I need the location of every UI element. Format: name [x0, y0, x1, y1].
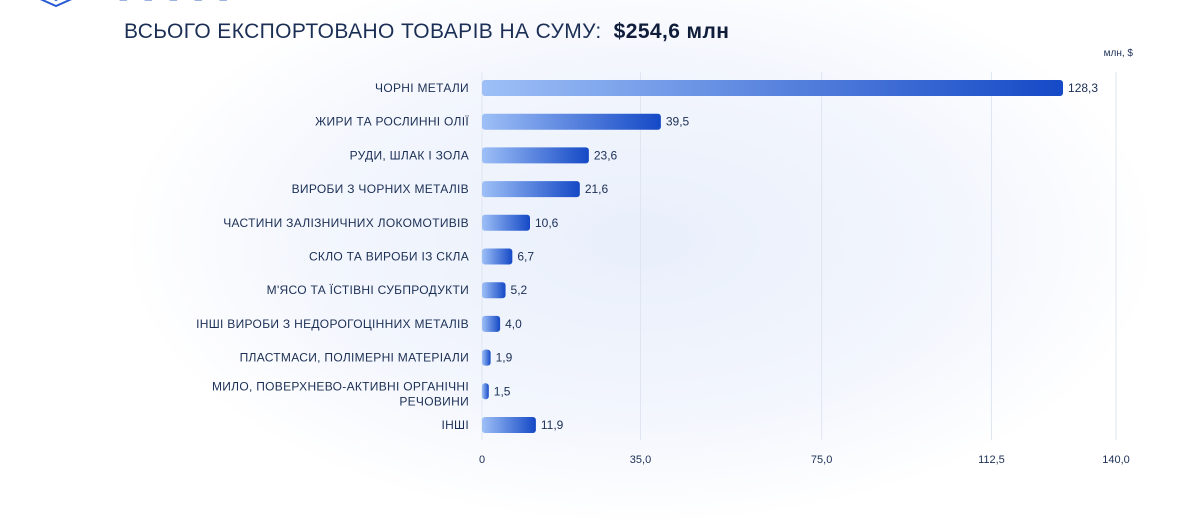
value-label: 6,7 — [517, 250, 534, 264]
bar — [482, 214, 531, 231]
category-label: СКЛО ТА ВИРОБИ ІЗ СКЛА — [309, 250, 469, 264]
x-tick-label: 75,0 — [811, 454, 832, 466]
bar-chart: ЧОРНІ МЕТАЛИ ЖИРИ ТА РОСЛИННІ ОЛІЇ РУДИ, Ш… — [196, 72, 1130, 466]
value-label: 39,5 — [666, 115, 690, 129]
export-total-header: ВСЬОГО ЕКСПОРТОВАНО ТОВАРІВ НА СУМУ: $254… — [124, 20, 729, 44]
grid-lines — [481, 72, 1117, 440]
bar — [482, 315, 501, 332]
category-labels: ЧОРНІ МЕТАЛИ ЖИРИ ТА РОСЛИННІ ОЛІЇ РУДИ, Ш… — [196, 81, 469, 432]
bar — [482, 349, 491, 366]
category-label: ПЛАСТМАСИ, ПОЛІМЕРНІ МАТЕРІАЛИ — [240, 351, 469, 365]
value-label: 4,0 — [505, 317, 522, 331]
value-label: 128,3 — [1068, 81, 1098, 95]
x-tick-label: 112,5 — [978, 454, 1005, 466]
x-tick-label: 0 — [479, 454, 485, 466]
value-label: 23,6 — [594, 148, 618, 162]
x-axis-ticks: 0 35,0 75,0 112,5 140,0 — [479, 454, 1130, 466]
category-label: ЧАСТИНИ ЗАЛІЗНИЧНИХ ЛОКОМОТИВІВ — [223, 216, 469, 230]
category-label: ВИРОБИ З ЧОРНИХ МЕТАЛІВ — [292, 182, 469, 196]
category-label: ЖИРИ ТА РОСЛИННІ ОЛІЇ — [315, 115, 469, 129]
bar — [482, 282, 506, 299]
value-label: 1,5 — [494, 384, 511, 398]
bar — [482, 113, 661, 130]
bar — [482, 417, 536, 433]
logo-icon — [40, 0, 72, 8]
category-label: М'ЯСО ТА ЇСТІВНІ СУБПРОДУКТИ — [267, 283, 469, 297]
value-label: 1,9 — [496, 351, 513, 365]
value-label: 21,6 — [585, 182, 609, 196]
category-label: ІНШІ ВИРОБИ З НЕДОРОГОЦІННИХ МЕТАЛІВ — [196, 317, 469, 331]
header-title: ВСЬОГО ЕКСПОРТОВАНО ТОВАРІВ НА СУМУ: — [124, 20, 602, 43]
unit-label: млн, $ — [1103, 48, 1133, 59]
category-label: ЧОРНІ МЕТАЛИ — [375, 81, 469, 95]
value-label: 10,6 — [535, 216, 559, 230]
bars — [482, 80, 1064, 433]
category-label: МИЛО, ПОВЕРХНЕВО-АКТИВНІ ОРГАНІЧНІ РЕЧОВИ… — [212, 379, 469, 408]
cropped-heading: ▪ ▪ ▪ ▪ ▪ — [118, 0, 232, 6]
category-label: РУДИ, ШЛАК І ЗОЛА — [350, 148, 469, 162]
category-label: ІНШІ — [441, 418, 469, 432]
value-label: 5,2 — [511, 283, 528, 297]
value-labels: 128,3 39,5 23,6 21,6 10,6 6,7 5,2 4,0 1,9 1,5 11,9 — [494, 81, 1099, 432]
bar — [482, 80, 1064, 96]
bar — [482, 181, 580, 198]
header-total: $254,6 млн — [613, 20, 730, 43]
bar — [482, 248, 513, 265]
bar — [482, 383, 489, 400]
x-tick-label: 140,0 — [1102, 454, 1130, 466]
x-tick-label: 35,0 — [630, 454, 651, 466]
bar — [482, 147, 589, 164]
value-label: 11,9 — [541, 418, 564, 432]
